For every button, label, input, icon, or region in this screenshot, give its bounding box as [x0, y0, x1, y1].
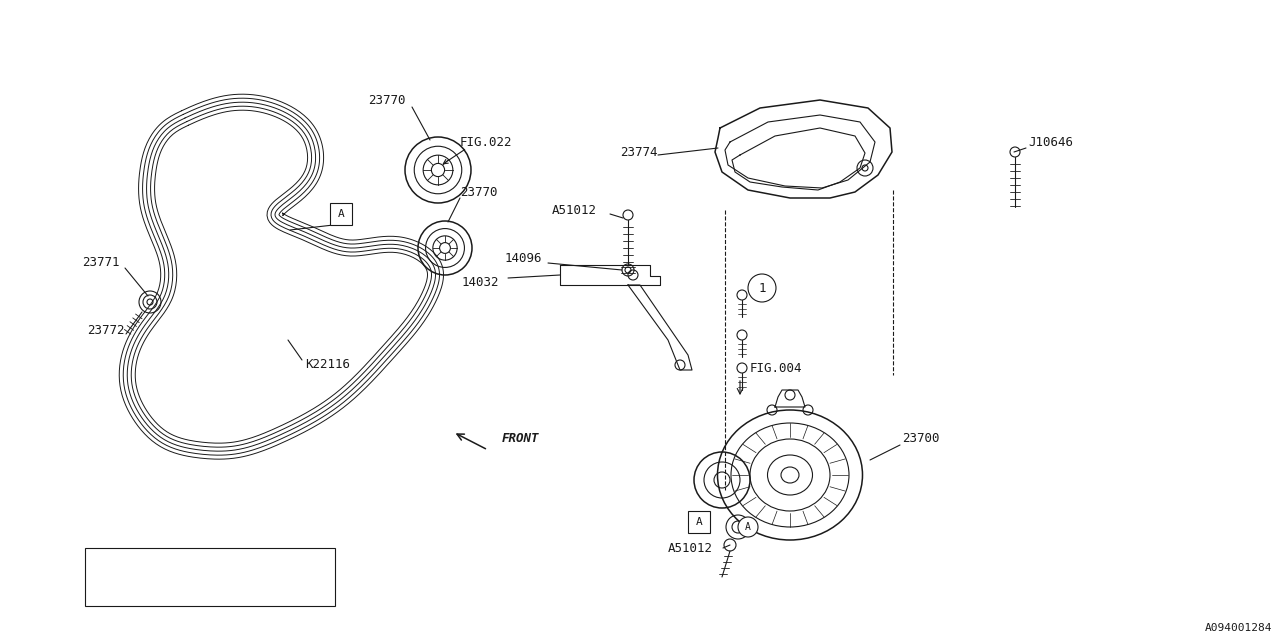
Circle shape	[748, 274, 776, 302]
Text: 23771: 23771	[82, 255, 119, 269]
Text: 14096: 14096	[506, 252, 543, 264]
Text: J10646: J10646	[1028, 136, 1073, 150]
Text: 1: 1	[100, 570, 108, 584]
Text: A51012: A51012	[668, 541, 713, 554]
Text: A094001284: A094001284	[1204, 623, 1272, 633]
Text: K22116: K22116	[305, 358, 349, 371]
Text: 0104S*B  (-1203): 0104S*B (-1203)	[129, 586, 243, 598]
Circle shape	[92, 565, 116, 589]
Text: A: A	[695, 517, 703, 527]
Text: 23770: 23770	[369, 93, 406, 106]
Bar	[689, 511, 710, 533]
Text: FIG.004: FIG.004	[750, 362, 803, 374]
Text: 1: 1	[758, 282, 765, 294]
Text: A51012: A51012	[552, 204, 596, 216]
Text: 23772: 23772	[87, 323, 124, 337]
Text: A: A	[338, 209, 344, 219]
Text: 23770: 23770	[460, 186, 498, 198]
Bar	[330, 203, 352, 225]
Text: FRONT: FRONT	[502, 431, 539, 445]
Text: J20601  <1203->: J20601 <1203->	[129, 557, 236, 570]
Text: 23774: 23774	[620, 145, 658, 159]
Bar	[84, 548, 335, 606]
Text: 23700: 23700	[902, 431, 940, 445]
Text: A: A	[339, 210, 344, 220]
Circle shape	[332, 205, 352, 225]
Text: A: A	[745, 522, 751, 532]
Text: FIG.022: FIG.022	[460, 136, 512, 150]
Text: 14032: 14032	[462, 275, 499, 289]
Circle shape	[739, 517, 758, 537]
